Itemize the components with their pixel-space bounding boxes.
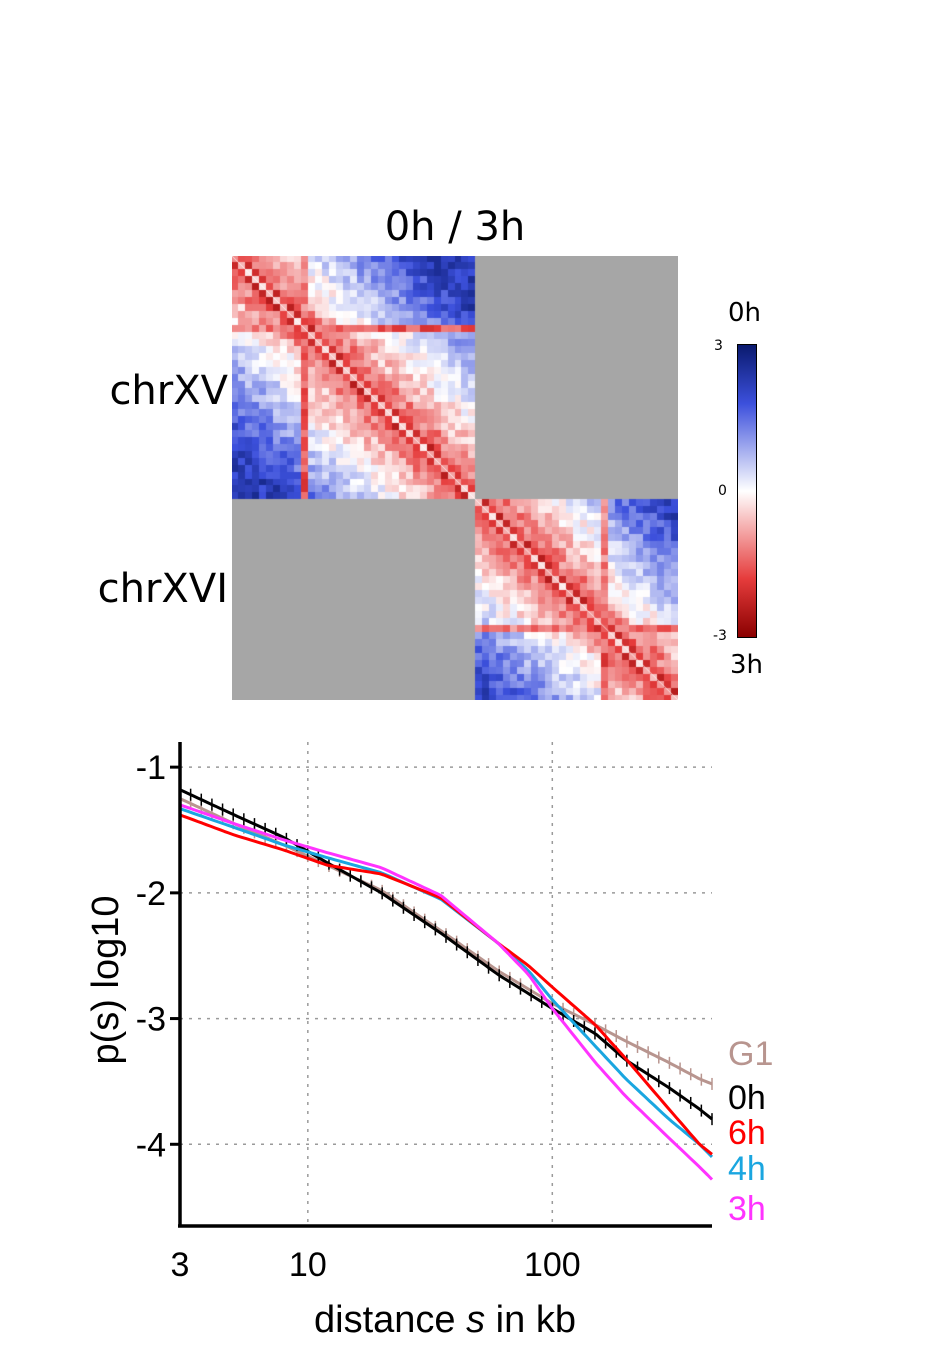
y-tick-label: -1 xyxy=(136,749,166,787)
colorbar-tick-mid: 0 xyxy=(718,483,727,499)
series-label-6h: 6h xyxy=(728,1114,766,1152)
series-lines xyxy=(180,784,712,1180)
x-tick-label: 100 xyxy=(524,1246,581,1284)
y-tick-label: -3 xyxy=(136,1001,166,1039)
x-tick-label: 10 xyxy=(289,1246,327,1284)
row-label-chrxv: chrXV xyxy=(28,368,228,414)
series-label-0h: 0h xyxy=(728,1079,766,1117)
tick-labels: -1 -2 -3 -4 3 10 100 xyxy=(136,749,581,1284)
heatmap-title: 0h / 3h xyxy=(230,204,680,250)
x-axis-label: distance s in kb xyxy=(314,1299,576,1341)
series-line-3h xyxy=(180,805,712,1180)
y-tick-label: -4 xyxy=(136,1126,166,1164)
series-line-0h xyxy=(180,790,712,1119)
x-tick-label: 3 xyxy=(171,1246,190,1284)
series-label-3h: 3h xyxy=(728,1190,766,1228)
colorbar-tick-bottom: -3 xyxy=(713,628,727,644)
row-label-chrxvi: chrXVI xyxy=(28,566,228,612)
axes xyxy=(178,742,712,1226)
colorbar xyxy=(737,344,757,638)
colorbar-tick-top: 3 xyxy=(714,338,723,354)
y-tick-label: -2 xyxy=(136,875,166,913)
grid xyxy=(180,742,712,1226)
contact-ratio-heatmap xyxy=(232,256,678,700)
colorbar-top-label: 0h xyxy=(728,298,761,328)
series-label-4h: 4h xyxy=(728,1150,766,1188)
series-label-g1: G1 xyxy=(728,1035,773,1073)
y-axis-label: p(s) log10 xyxy=(85,896,127,1065)
series-3h xyxy=(180,805,712,1180)
colorbar-bottom-label: 3h xyxy=(730,650,763,680)
